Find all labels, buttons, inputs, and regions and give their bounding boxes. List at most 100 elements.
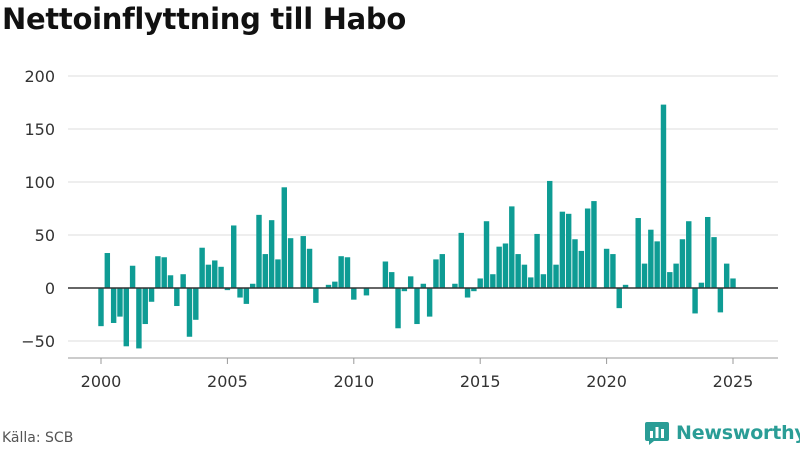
- axes: −50 0 50 100 150 200 2000 2005 2010 2015 2020 2025: [21, 67, 778, 391]
- bar: [142, 288, 148, 325]
- bar: [275, 259, 281, 288]
- bar: [117, 288, 123, 317]
- bar: [110, 288, 117, 323]
- bar: [698, 282, 705, 288]
- bar: [389, 272, 395, 288]
- bar: [243, 288, 250, 304]
- bar: [218, 266, 224, 288]
- bar: [231, 225, 237, 288]
- bar: [439, 254, 445, 288]
- bar: [496, 246, 502, 288]
- bar: [426, 288, 433, 317]
- bar: [654, 241, 660, 288]
- bar: [547, 180, 553, 288]
- bar: [565, 213, 572, 288]
- x-tick-label: 2025: [713, 372, 754, 391]
- x-tick-label: 2015: [460, 372, 501, 391]
- bar: [237, 288, 243, 298]
- bar: [610, 254, 616, 288]
- bar: [471, 288, 477, 292]
- x-tick-label: 2010: [333, 372, 374, 391]
- bar: [325, 284, 332, 288]
- bar: [572, 239, 578, 288]
- bar: [281, 187, 287, 288]
- bar: [521, 264, 528, 288]
- bar: [401, 288, 408, 292]
- x-tick-label: 2000: [81, 372, 122, 391]
- bar: [262, 254, 269, 288]
- bar: [104, 253, 111, 288]
- source-note: Källa: SCB: [2, 430, 74, 446]
- bar: [622, 284, 629, 288]
- bar: [641, 263, 648, 288]
- bar: [635, 218, 641, 288]
- bar: [268, 220, 275, 288]
- bar: [591, 201, 597, 288]
- bar: [603, 248, 610, 288]
- bar: [509, 206, 515, 288]
- bar: [660, 104, 667, 289]
- bar: [338, 256, 344, 288]
- y-tick-label: 100: [24, 173, 55, 192]
- bar: [136, 288, 142, 349]
- bar: [515, 254, 521, 288]
- bar: [420, 283, 427, 288]
- bar-chart-icon: [645, 422, 669, 445]
- bar: [148, 288, 155, 302]
- bar: [332, 281, 338, 288]
- bar: [730, 278, 736, 288]
- bar: [167, 275, 174, 288]
- bar: [711, 237, 717, 288]
- bar: [679, 239, 686, 288]
- chart-title: Nettoinflyttning till Habo: [2, 2, 406, 36]
- bar: [344, 257, 351, 288]
- bar: [433, 259, 439, 288]
- bar: [199, 247, 205, 288]
- bar: [129, 265, 136, 288]
- bar: [174, 288, 180, 307]
- bar: [490, 274, 496, 288]
- bar: [313, 288, 319, 303]
- bar: [186, 288, 193, 337]
- bar: [553, 264, 559, 288]
- bar: [382, 261, 389, 288]
- bar: [559, 211, 566, 288]
- bar: [686, 221, 692, 288]
- bar: [483, 221, 490, 288]
- bar: [452, 283, 458, 288]
- bar: [155, 256, 161, 288]
- bar: [363, 288, 370, 296]
- bar: [616, 288, 622, 309]
- bar: [528, 277, 534, 288]
- grid-lines: [68, 75, 778, 342]
- bar: [584, 208, 591, 288]
- bar: [395, 288, 401, 329]
- brand-logo: Newsworthy: [644, 420, 800, 446]
- bar: [300, 236, 306, 288]
- bar: [540, 274, 547, 288]
- bar: [723, 263, 730, 288]
- bar: [249, 283, 256, 288]
- bar: [673, 263, 679, 288]
- bar: [464, 288, 471, 298]
- bar: [98, 288, 104, 327]
- bar: [224, 288, 231, 291]
- x-tick-label: 2020: [586, 372, 627, 391]
- bar: [407, 276, 414, 288]
- bar: [458, 232, 464, 288]
- brand-name: Newsworthy: [676, 422, 800, 444]
- bar: [578, 250, 585, 288]
- bar: [287, 238, 294, 288]
- bar: [123, 288, 129, 347]
- y-tick-label: 50: [35, 226, 55, 245]
- y-tick-label: 200: [24, 67, 55, 86]
- x-tick-label: 2005: [207, 372, 248, 391]
- bar: [667, 272, 673, 288]
- bar: [306, 248, 313, 288]
- bar: [180, 274, 186, 288]
- bar: [161, 257, 167, 288]
- bar: [648, 229, 654, 288]
- bar: [692, 288, 698, 314]
- bar: [256, 214, 262, 288]
